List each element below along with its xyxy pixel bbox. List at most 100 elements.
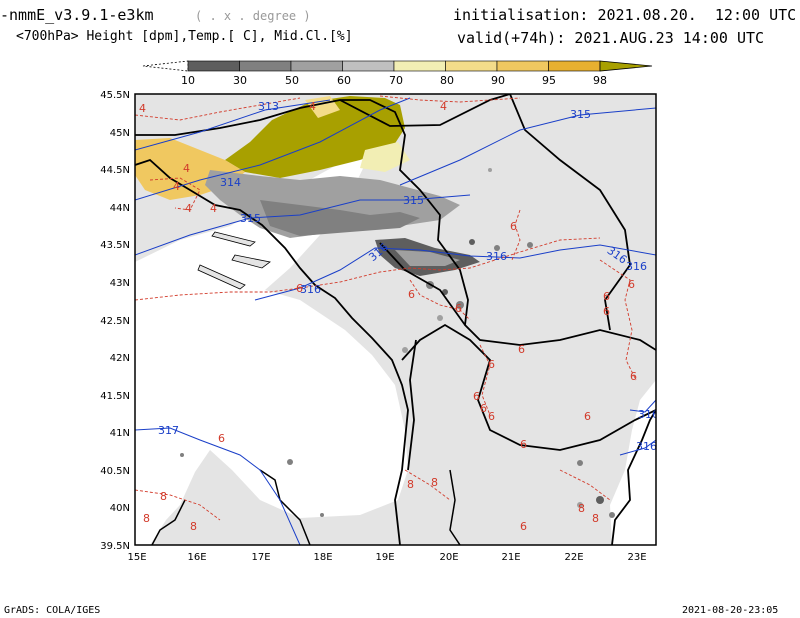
colorbar-label: 50 — [285, 74, 299, 87]
temp-label: 6 — [520, 438, 527, 451]
colorbar-swatch — [548, 60, 601, 72]
temp-label: 6 — [296, 282, 303, 295]
lon-tick-label: 23E — [627, 552, 646, 563]
temp-label: 6 — [218, 432, 225, 445]
colorbar-swatch — [187, 60, 240, 72]
temp-label: 4 — [139, 102, 146, 115]
height-contour — [135, 427, 301, 545]
colorbar-label: 80 — [440, 74, 454, 87]
model-title: -nmmE_v3.9.1-e3km — [0, 6, 154, 24]
colorbar-label: 70 — [389, 74, 403, 87]
lat-tick-label: 43N — [110, 278, 130, 289]
lat-tick-label: 45.5N — [100, 90, 130, 101]
temp-label: 6 — [630, 370, 637, 383]
colorbar-swatch — [496, 60, 549, 72]
temp-label: 6 — [488, 410, 495, 423]
map-area: 313 315 314 315 315 316 316 316 316 316 … — [135, 94, 657, 545]
height-contour — [399, 107, 656, 186]
height-contour — [135, 194, 471, 256]
lon-tick-label: 21E — [501, 552, 520, 563]
height-label: 317 — [158, 424, 179, 437]
temp-label: 4 — [173, 180, 180, 193]
temp-label: 8 — [578, 502, 585, 515]
temp-label: 8 — [407, 478, 414, 491]
lat-tick-label: 44N — [110, 203, 130, 214]
colorbar-label: 90 — [491, 74, 505, 87]
lat-tick-label: 45N — [110, 128, 130, 139]
island — [197, 264, 246, 290]
lon-tick-label: 16E — [187, 552, 206, 563]
height-label: 316 — [636, 440, 657, 453]
lat-tick-label: 43.5N — [100, 240, 130, 251]
height-label: 314 — [220, 176, 241, 189]
temp-label: 6 — [518, 343, 525, 356]
colorbar-swatch — [393, 60, 446, 72]
lon-tick-label: 17E — [251, 552, 270, 563]
temp-label: 6 — [628, 278, 635, 291]
lat-tick-label: 42.5N — [100, 316, 130, 327]
temp-label: 4 — [440, 100, 447, 113]
temp-label: 6 — [480, 402, 487, 415]
init-time: initialisation: 2021.08.20. 12:00 UTC — [453, 6, 797, 24]
temp-label: 6 — [488, 358, 495, 371]
temp-label: 8 — [592, 512, 599, 525]
lat-tick-label: 39.5N — [100, 541, 130, 552]
colorbar-label: 95 — [542, 74, 556, 87]
height-label: 315 — [240, 212, 261, 225]
height-contour — [254, 244, 656, 301]
footer-timestamp: 2021-08-20-23:05 — [682, 605, 779, 616]
colorbar-high-arrow — [599, 60, 653, 72]
lat-tick-label: 41N — [110, 428, 130, 439]
temp-label: 8 — [160, 490, 167, 503]
colorbar-swatch — [239, 60, 292, 72]
colorbar-swatch — [342, 60, 395, 72]
colorbar-swatch — [290, 60, 343, 72]
valid-time: valid(+74h): 2021.AUG.23 14:00 UTC — [457, 29, 765, 47]
colorbar-swatch — [445, 60, 498, 72]
height-label: 316 — [486, 250, 507, 263]
lon-tick-label: 22E — [564, 552, 583, 563]
temp-label: 4 — [309, 100, 316, 113]
height-label: 315 — [403, 194, 424, 207]
height-label: 316 — [626, 260, 647, 273]
lon-tick-label: 15E — [127, 552, 146, 563]
lat-tick-label: 40N — [110, 503, 130, 514]
colorbar-low-arrow — [142, 60, 189, 72]
lat-tick-label: 44.5N — [100, 165, 130, 176]
temp-label: 4 — [210, 202, 217, 215]
temp-contour — [135, 97, 301, 121]
lon-tick-label: 18E — [313, 552, 332, 563]
projection-note: ( . x . degree ) — [195, 9, 311, 23]
temp-label: 6 — [603, 305, 610, 318]
colorbar-label: 98 — [593, 74, 607, 87]
coastline-east — [611, 409, 656, 545]
temp-contour — [135, 287, 301, 301]
temp-label: 6 — [408, 288, 415, 301]
temp-label: 4 — [185, 202, 192, 215]
cloud-98-area — [225, 96, 405, 178]
country-border-south — [401, 323, 656, 451]
height-label: 316 — [300, 283, 321, 296]
colorbar-label: 30 — [233, 74, 247, 87]
temp-label: 6 — [520, 520, 527, 533]
country-border-east — [509, 94, 631, 331]
lat-tick-label: 42N — [110, 353, 130, 364]
adriatic-sea — [135, 135, 408, 545]
footer-credit: GrADS: COLA/IGES — [4, 605, 101, 616]
height-label: 313 — [258, 100, 279, 113]
lat-tick-label: 41.5N — [100, 391, 130, 402]
height-label: 315 — [570, 108, 591, 121]
colorbar-label: 10 — [181, 74, 195, 87]
temp-label: 6 — [584, 410, 591, 423]
fields-description: <700hPa> Height [dpm],Temp.[ C], Mid.Cl.… — [16, 29, 353, 44]
temp-label: 8 — [190, 520, 197, 533]
latitude-axis: 45.5N 45N 44.5N 44N 43.5N 43N 42.5N 42N … — [100, 90, 130, 552]
temp-label: 6 — [603, 290, 610, 303]
lat-tick-label: 40.5N — [100, 466, 130, 477]
temp-label: 6 — [455, 302, 462, 315]
temp-label: 8 — [431, 476, 438, 489]
lon-tick-label: 20E — [439, 552, 458, 563]
height-contour — [135, 99, 331, 151]
coastline-west — [135, 158, 409, 545]
